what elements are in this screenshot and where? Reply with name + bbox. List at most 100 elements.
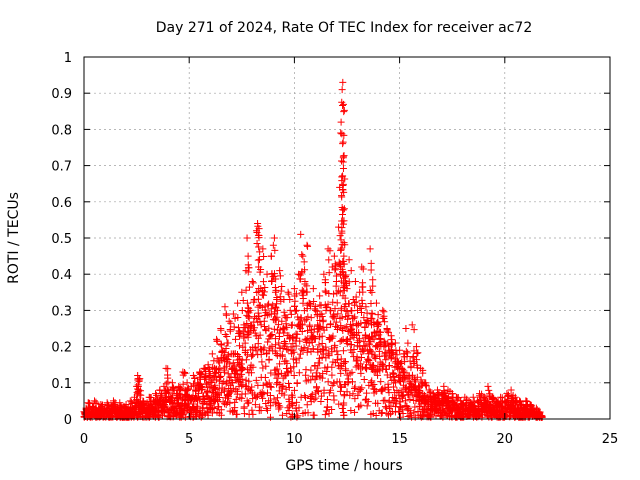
data-point-fill <box>234 313 242 321</box>
data-point-fill <box>293 380 301 388</box>
data-point-fill <box>409 354 417 362</box>
data-point-fill <box>199 393 207 401</box>
data-point-fill <box>336 288 344 296</box>
data-point-fill <box>176 385 184 393</box>
data-point <box>349 296 357 304</box>
data-point-fill <box>328 406 336 414</box>
data-point <box>509 397 517 405</box>
data-point <box>124 406 132 414</box>
data-point <box>450 401 458 409</box>
data-point-fill <box>296 350 304 358</box>
data-point-fill <box>231 398 239 406</box>
data-point-fill <box>347 341 355 349</box>
data-point-fill <box>516 400 524 408</box>
data-point <box>440 382 448 390</box>
data-point-fill <box>372 332 380 340</box>
data-point-fill <box>321 411 329 419</box>
y-tick-label: 0.7 <box>51 160 72 175</box>
data-point-fill <box>350 314 358 322</box>
data-point <box>114 404 122 412</box>
data-point-fill <box>216 394 224 402</box>
data-point-fill <box>238 364 246 372</box>
data-point-fill <box>266 413 274 421</box>
data-point-fill <box>262 380 270 388</box>
data-point-fill <box>338 313 346 321</box>
data-point-fill <box>312 369 320 377</box>
data-point <box>410 375 418 383</box>
data-point-fill <box>257 406 265 414</box>
data-point <box>370 328 378 336</box>
data-point-fill <box>236 394 244 402</box>
data-point-fill <box>293 334 301 342</box>
data-point-fill <box>233 410 241 418</box>
data-point-fill <box>210 383 218 391</box>
data-point <box>183 379 191 387</box>
chart-title: Day 271 of 2024, Rate Of TEC Index for r… <box>156 20 532 36</box>
data-point <box>398 364 406 372</box>
data-point <box>471 404 479 412</box>
data-point <box>457 397 465 405</box>
data-point-fill <box>325 409 333 417</box>
data-point-fill <box>285 379 293 387</box>
data-point-fill <box>323 395 331 403</box>
data-point-fill <box>360 375 368 383</box>
data-point-fill <box>386 373 394 381</box>
data-point-fill <box>303 348 311 356</box>
data-point-fill <box>290 363 298 371</box>
data-point <box>141 404 149 412</box>
y-tick-label: 0.1 <box>51 377 72 392</box>
data-point <box>494 401 502 409</box>
data-point-fill <box>295 404 303 412</box>
data-point-fill <box>286 296 294 304</box>
data-point-fill <box>179 380 187 388</box>
data-point <box>448 390 456 398</box>
data-point-fill <box>283 359 291 367</box>
data-point-fill <box>241 339 249 347</box>
data-point-fill <box>257 350 265 358</box>
data-point <box>194 379 202 387</box>
x-tick-label: 0 <box>80 432 88 447</box>
data-point-fill <box>245 314 253 322</box>
data-point-fill <box>241 390 249 398</box>
data-point-fill <box>338 404 346 412</box>
data-point-fill <box>229 379 237 387</box>
data-point-fill <box>329 298 337 306</box>
data-point-fill <box>322 346 330 354</box>
data-point-fill <box>333 299 341 307</box>
data-point-fill <box>341 175 349 183</box>
data-point <box>408 321 416 329</box>
data-point <box>134 372 142 380</box>
data-point <box>152 390 160 398</box>
data-point-fill <box>314 388 322 396</box>
data-point <box>276 267 284 275</box>
data-point <box>200 364 208 372</box>
data-point <box>86 408 94 416</box>
data-point <box>436 397 444 405</box>
data-point-fill <box>323 323 331 331</box>
data-point-fill <box>294 412 302 420</box>
data-point <box>166 393 174 401</box>
data-point <box>122 401 130 409</box>
data-point <box>265 310 273 318</box>
data-point-fill <box>260 390 268 398</box>
data-point-fill <box>272 315 280 323</box>
data-point <box>402 325 410 332</box>
data-point-fill <box>328 371 336 379</box>
data-point-fill <box>299 346 307 354</box>
data-point-fill <box>238 306 246 314</box>
data-point-fill <box>326 247 334 255</box>
data-point-fill <box>368 377 376 385</box>
data-point-fill <box>287 343 295 351</box>
data-point-fill <box>337 382 345 390</box>
data-point-fill <box>297 321 305 329</box>
data-point-fill <box>398 405 406 413</box>
data-point-fill <box>410 326 418 334</box>
data-point-fill <box>234 359 242 367</box>
data-point <box>518 401 526 409</box>
data-point-fill <box>273 313 281 321</box>
data-point-fill <box>343 388 351 396</box>
data-point-fill <box>404 339 412 347</box>
data-point-fill <box>363 389 371 397</box>
data-point-fill <box>337 369 345 377</box>
data-point-fill <box>331 341 339 349</box>
